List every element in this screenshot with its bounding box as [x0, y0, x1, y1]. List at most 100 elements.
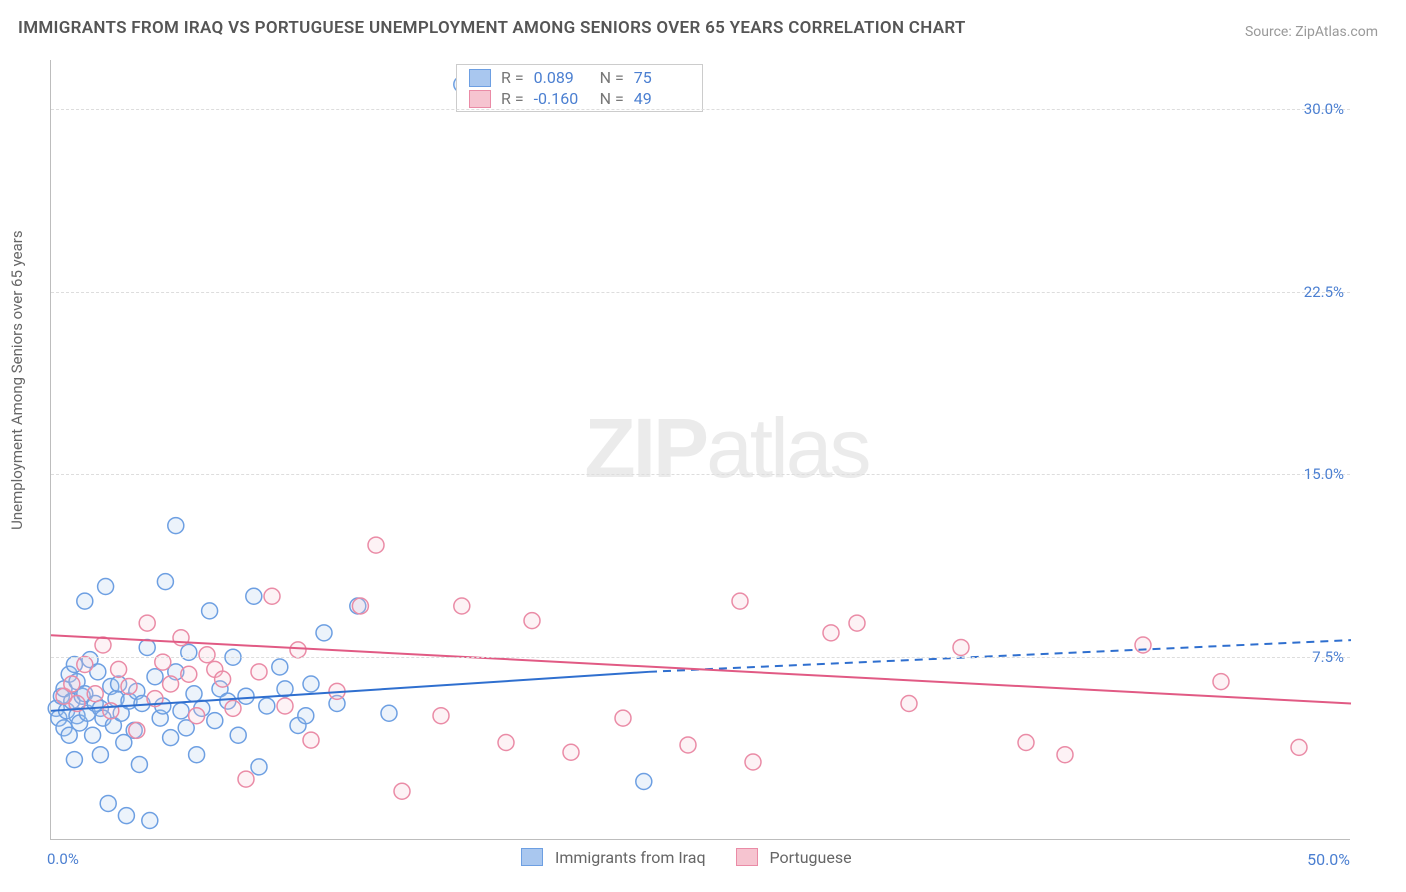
legend-stats-row-iraq: R = 0.089 N = 75: [457, 67, 702, 88]
data-point-portuguese[interactable]: [563, 744, 579, 760]
data-point-iraq[interactable]: [131, 756, 147, 772]
data-point-portuguese[interactable]: [953, 639, 969, 655]
data-point-portuguese[interactable]: [524, 613, 540, 629]
legend-stats-row-portuguese: R = -0.160 N = 49: [457, 88, 702, 109]
data-point-portuguese[interactable]: [189, 708, 205, 724]
data-point-iraq[interactable]: [118, 808, 134, 824]
legend-swatch-portuguese: [469, 90, 491, 108]
data-point-iraq[interactable]: [173, 703, 189, 719]
data-point-portuguese[interactable]: [745, 754, 761, 770]
data-point-portuguese[interactable]: [1291, 739, 1307, 755]
data-point-iraq[interactable]: [202, 603, 218, 619]
data-point-portuguese[interactable]: [225, 700, 241, 716]
legend-series: Immigrants from Iraq Portuguese: [521, 848, 852, 867]
data-point-iraq[interactable]: [147, 669, 163, 685]
data-point-iraq[interactable]: [238, 688, 254, 704]
data-point-iraq[interactable]: [207, 713, 223, 729]
data-point-portuguese[interactable]: [849, 615, 865, 631]
data-point-iraq[interactable]: [85, 727, 101, 743]
data-point-portuguese[interactable]: [368, 537, 384, 553]
data-point-portuguese[interactable]: [1213, 674, 1229, 690]
data-point-portuguese[interactable]: [121, 678, 137, 694]
y-tick-label: 22.5%: [1304, 283, 1344, 301]
data-point-iraq[interactable]: [303, 676, 319, 692]
data-point-portuguese[interactable]: [215, 671, 231, 687]
n-value-iraq: 75: [634, 68, 690, 87]
data-point-iraq[interactable]: [163, 730, 179, 746]
data-point-iraq[interactable]: [139, 639, 155, 655]
data-point-portuguese[interactable]: [181, 666, 197, 682]
data-point-iraq[interactable]: [298, 708, 314, 724]
data-point-portuguese[interactable]: [498, 735, 514, 751]
data-point-portuguese[interactable]: [111, 661, 127, 677]
data-point-portuguese[interactable]: [129, 722, 145, 738]
data-point-portuguese[interactable]: [1018, 735, 1034, 751]
chart-plot-area: R = 0.089 N = 75 R = -0.160 N = 49 ZIPat…: [50, 60, 1350, 840]
data-point-portuguese[interactable]: [1057, 747, 1073, 763]
data-point-portuguese[interactable]: [1135, 637, 1151, 653]
legend-swatch-portuguese: [736, 848, 758, 866]
data-point-portuguese[interactable]: [823, 625, 839, 641]
data-point-portuguese[interactable]: [352, 598, 368, 614]
n-value-portuguese: 49: [634, 89, 690, 108]
r-value-iraq: 0.089: [534, 68, 590, 87]
data-point-portuguese[interactable]: [238, 771, 254, 787]
data-point-iraq[interactable]: [259, 698, 275, 714]
data-point-portuguese[interactable]: [290, 642, 306, 658]
data-point-portuguese[interactable]: [454, 598, 470, 614]
gridline-h: [51, 109, 1350, 110]
source-link[interactable]: ZipAtlas.com: [1295, 24, 1378, 40]
data-point-portuguese[interactable]: [199, 647, 215, 663]
data-point-portuguese[interactable]: [394, 783, 410, 799]
y-tick-label: 15.0%: [1304, 465, 1344, 483]
data-point-portuguese[interactable]: [251, 664, 267, 680]
data-point-portuguese[interactable]: [95, 637, 111, 653]
data-point-iraq[interactable]: [142, 813, 158, 829]
chart-svg: [51, 60, 1350, 839]
data-point-portuguese[interactable]: [87, 686, 103, 702]
data-point-portuguese[interactable]: [103, 703, 119, 719]
data-point-portuguese[interactable]: [433, 708, 449, 724]
data-point-portuguese[interactable]: [163, 676, 179, 692]
data-point-iraq[interactable]: [157, 574, 173, 590]
r-label: R =: [501, 68, 524, 87]
data-point-iraq[interactable]: [66, 752, 82, 768]
data-point-portuguese[interactable]: [277, 698, 293, 714]
y-axis-title: Unemployment Among Seniors over 65 years: [8, 230, 26, 529]
data-point-portuguese[interactable]: [64, 676, 80, 692]
legend-stats: R = 0.089 N = 75 R = -0.160 N = 49: [456, 64, 703, 112]
data-point-iraq[interactable]: [381, 705, 397, 721]
legend-swatch-iraq: [469, 69, 491, 87]
gridline-h: [51, 657, 1350, 658]
data-point-portuguese[interactable]: [732, 593, 748, 609]
data-point-iraq[interactable]: [77, 593, 93, 609]
y-tick-label: 30.0%: [1304, 100, 1344, 118]
data-point-iraq[interactable]: [246, 588, 262, 604]
data-point-portuguese[interactable]: [615, 710, 631, 726]
data-point-iraq[interactable]: [251, 759, 267, 775]
legend-label-portuguese: Portuguese: [770, 848, 852, 867]
r-value-portuguese: -0.160: [534, 89, 590, 108]
data-point-iraq[interactable]: [186, 686, 202, 702]
data-point-iraq[interactable]: [100, 795, 116, 811]
data-point-iraq[interactable]: [98, 579, 114, 595]
r-label: R =: [501, 89, 524, 108]
data-point-portuguese[interactable]: [264, 588, 280, 604]
data-point-iraq[interactable]: [189, 747, 205, 763]
legend-label-iraq: Immigrants from Iraq: [555, 848, 706, 867]
data-point-portuguese[interactable]: [77, 657, 93, 673]
source-attribution: Source: ZipAtlas.com: [1245, 24, 1378, 40]
data-point-portuguese[interactable]: [303, 732, 319, 748]
data-point-portuguese[interactable]: [139, 615, 155, 631]
data-point-iraq[interactable]: [168, 518, 184, 534]
data-point-portuguese[interactable]: [901, 696, 917, 712]
data-point-portuguese[interactable]: [680, 737, 696, 753]
data-point-iraq[interactable]: [316, 625, 332, 641]
legend-item-iraq[interactable]: Immigrants from Iraq: [521, 848, 706, 867]
data-point-iraq[interactable]: [92, 747, 108, 763]
data-point-iraq[interactable]: [636, 774, 652, 790]
legend-item-portuguese[interactable]: Portuguese: [736, 848, 852, 867]
data-point-iraq[interactable]: [272, 659, 288, 675]
data-point-iraq[interactable]: [230, 727, 246, 743]
gridline-h: [51, 474, 1350, 475]
